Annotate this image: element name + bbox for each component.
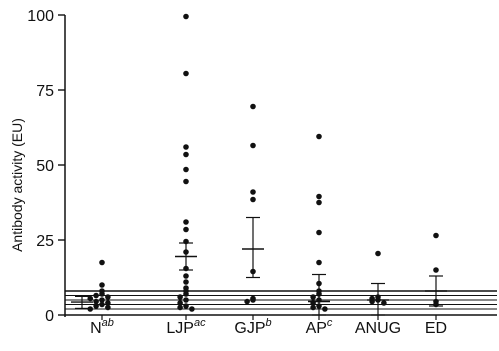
data-point	[99, 297, 105, 303]
data-point	[310, 304, 316, 311]
data-point	[183, 178, 189, 185]
data-point	[375, 250, 381, 257]
data-point	[316, 133, 322, 140]
data-point	[93, 303, 99, 309]
x-tick-label: ED	[425, 320, 447, 337]
data-point	[316, 229, 322, 236]
x-tick-label: Nab	[90, 317, 114, 337]
y-tick-label: 25	[36, 233, 54, 250]
y-tick-label: 100	[27, 8, 54, 25]
data-point	[177, 294, 183, 300]
data-point	[183, 151, 189, 158]
y-tick-label: 50	[36, 158, 54, 175]
data-point	[99, 259, 105, 266]
data-point	[183, 144, 189, 150]
data-point	[183, 273, 189, 279]
x-tick-label: GJPb	[234, 317, 271, 337]
data-point	[105, 300, 111, 306]
data-point	[183, 219, 189, 225]
data-point	[316, 193, 322, 200]
mean-sd-bars-group	[71, 216, 447, 316]
y-tick-label: 0	[45, 308, 54, 325]
data-point	[183, 279, 189, 285]
data-point	[381, 300, 387, 306]
data-point	[99, 282, 105, 288]
data-point	[189, 306, 195, 312]
x-tick-labels-group: Nab LJPac GJPb APc ANUG ED	[90, 317, 447, 337]
data-point	[316, 199, 322, 206]
data-point	[105, 304, 111, 311]
data-point	[177, 304, 183, 311]
data-point	[183, 303, 189, 309]
data-point	[87, 306, 94, 312]
data-point	[183, 70, 189, 77]
x-tick-label: LJPac	[166, 317, 206, 337]
data-point	[93, 298, 99, 305]
y-axis-label: Antibody activity (EU)	[9, 118, 25, 252]
data-point	[183, 226, 189, 233]
data-point	[105, 294, 111, 300]
data-point	[87, 295, 94, 302]
data-point	[177, 300, 183, 306]
data-point	[250, 297, 256, 303]
data-point	[433, 267, 439, 273]
data-points-group	[87, 13, 439, 312]
x-tick-label: ANUG	[355, 320, 401, 337]
data-point	[93, 292, 99, 299]
data-point	[183, 166, 189, 173]
data-point	[183, 291, 189, 297]
data-point	[316, 259, 322, 266]
data-point	[244, 298, 250, 305]
data-point	[250, 142, 256, 149]
data-point	[250, 196, 256, 203]
data-point	[183, 297, 189, 303]
y-tick-label: 75	[36, 83, 54, 100]
data-point	[310, 294, 316, 300]
data-point	[250, 189, 256, 195]
data-point	[250, 103, 256, 110]
x-tick-label: APc	[306, 317, 333, 337]
data-point	[322, 306, 328, 312]
axes-group: 0 25 50 75 100	[27, 8, 497, 325]
data-point	[99, 301, 105, 308]
data-point	[433, 232, 439, 239]
data-point	[99, 291, 105, 297]
data-point	[183, 13, 189, 20]
